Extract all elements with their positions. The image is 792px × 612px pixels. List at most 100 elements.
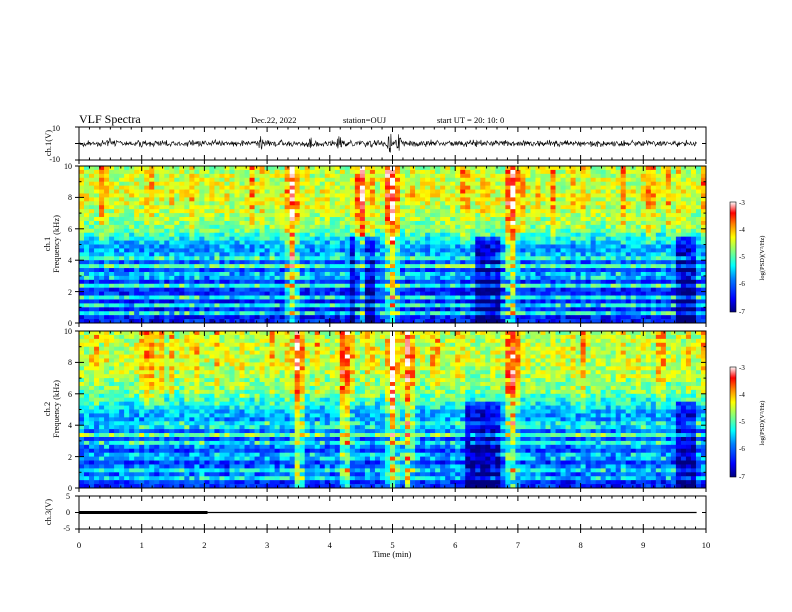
spectrogram-cell — [420, 177, 426, 183]
spectrogram-cell — [339, 240, 346, 245]
spectrogram-cell — [144, 303, 150, 308]
spectrogram-cell — [364, 279, 371, 285]
spectrogram-cell — [199, 224, 205, 230]
spectrogram-cell — [490, 256, 496, 261]
spectrogram-cell — [174, 209, 180, 214]
spectrogram-cell — [575, 205, 581, 210]
spectrogram-cell — [600, 213, 607, 218]
spectrogram-cell — [104, 193, 110, 198]
spectrogram-cell — [640, 209, 647, 214]
spectrogram-cell — [480, 275, 486, 281]
spectrogram-cell — [505, 295, 511, 300]
spectrogram-cell — [199, 166, 205, 171]
spectrogram-cell — [94, 169, 100, 175]
spectrogram-cell — [425, 260, 431, 265]
spectrogram-cell — [420, 166, 426, 171]
spectrogram-cell — [94, 271, 100, 277]
spectrogram-cell — [590, 283, 597, 289]
spectrogram-cell — [420, 311, 426, 316]
spectrogram-cell — [480, 271, 486, 277]
spectrogram-cell — [259, 315, 265, 320]
spectrogram-cell — [179, 264, 185, 269]
spectrogram-cell — [224, 197, 230, 202]
spectrogram-cell — [590, 193, 597, 198]
spectrogram-cell — [555, 193, 561, 198]
spectrogram-cell — [555, 311, 561, 316]
spectrogram-cell — [304, 279, 311, 285]
spectrogram-cell — [319, 252, 326, 257]
spectrogram-cell — [465, 193, 471, 198]
spectrogram-cell — [660, 224, 667, 230]
spectrogram-cell — [640, 213, 647, 218]
spectrogram-cell — [129, 295, 135, 300]
spectrogram-cell — [94, 209, 100, 214]
spectrogram-cell — [129, 173, 135, 179]
spectrogram-cell — [455, 264, 461, 269]
spectrogram-cell — [219, 303, 225, 308]
spectrogram-cell — [420, 169, 426, 175]
spectrogram-cell — [425, 240, 431, 245]
spectrogram-cell — [154, 236, 160, 241]
spectrogram-cell — [555, 189, 561, 194]
spectrogram-cell — [89, 189, 95, 194]
spectrogram-cell — [520, 181, 526, 187]
spectrogram-cell — [670, 315, 677, 320]
spectrogram-cell — [379, 228, 386, 234]
spectrogram-cell — [114, 275, 120, 281]
spectrogram-cell — [139, 213, 145, 218]
spectrogram-cell — [379, 177, 386, 183]
spectrogram-cell — [650, 315, 657, 320]
spectrogram-cell — [234, 279, 240, 285]
spectrogram-cell — [309, 268, 316, 273]
spectrogram-cell — [209, 240, 215, 245]
spectrogram-cell — [420, 193, 426, 198]
spectrogram-cell — [254, 319, 260, 324]
spectrogram-cell — [344, 275, 351, 281]
spectrogram-cell — [264, 220, 271, 226]
spectrogram-cell — [680, 169, 687, 175]
spectrogram-cell — [530, 197, 536, 202]
spectrogram-cell — [99, 244, 105, 249]
spectrogram-cell — [234, 173, 240, 179]
spectrogram-cell — [400, 279, 406, 285]
spectrogram-cell — [339, 236, 346, 241]
spectrogram-cell — [480, 240, 486, 245]
spectrogram-cell — [395, 224, 401, 230]
spectrogram-cell — [615, 181, 622, 187]
spectrogram-cell — [625, 193, 632, 198]
spectrogram-cell — [605, 279, 612, 285]
spectrogram-cell — [500, 201, 506, 206]
spectrogram-cell — [104, 287, 110, 293]
spectrogram-cell — [174, 166, 180, 171]
spectrogram-cell — [465, 303, 471, 308]
spectrogram-cell — [530, 177, 536, 183]
spectrogram-cell — [309, 252, 316, 257]
spectrogram-cell — [339, 166, 346, 171]
spectrogram-cell — [560, 185, 566, 190]
spectrogram-cell — [600, 205, 607, 210]
spectrogram-cell — [179, 299, 185, 304]
spectrogram-cell — [289, 236, 296, 241]
spectrogram-cell — [264, 252, 271, 257]
spectrogram-cell — [89, 268, 95, 273]
spectrogram-cell — [645, 220, 652, 226]
spectrogram-cell — [420, 268, 426, 273]
spectrogram-cell — [154, 228, 160, 234]
spectrogram-cell — [515, 252, 521, 257]
spectrogram-cell — [314, 248, 321, 253]
spectrogram-cell — [430, 299, 436, 304]
spectrogram-cell — [294, 287, 301, 293]
spectrogram-cell — [580, 224, 587, 230]
spectrogram-cell — [164, 169, 170, 175]
spectrogram-cell — [109, 193, 115, 198]
spectrogram-cell — [279, 193, 286, 198]
spectrogram-cell — [89, 228, 95, 234]
spectrogram-cell — [269, 299, 276, 304]
spectrogram-cell — [214, 287, 220, 293]
spectrogram-cell — [680, 209, 687, 214]
spectrogram-cell — [660, 228, 667, 234]
spectrogram-cell — [595, 287, 602, 293]
spectrogram-cell — [119, 166, 125, 171]
spectrogram-cell — [490, 236, 496, 241]
spectrogram-cell — [324, 213, 331, 218]
